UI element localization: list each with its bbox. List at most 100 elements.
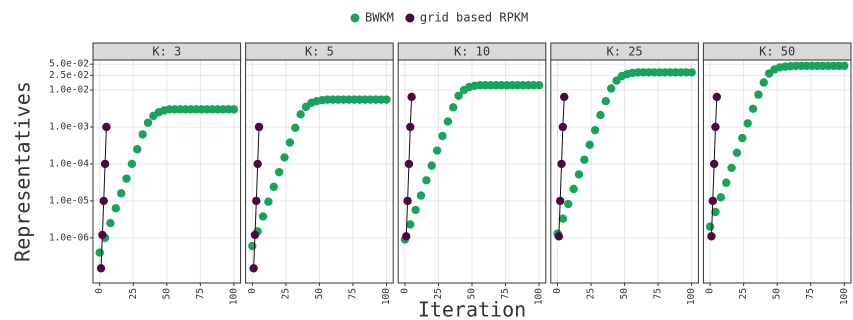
point [569, 184, 578, 194]
point [754, 90, 763, 99]
point [127, 159, 137, 169]
point [558, 122, 568, 132]
x-tick-label: 100 [381, 288, 392, 305]
x-tick-label: 25 [738, 288, 749, 299]
x-tick-label: 50 [772, 288, 783, 300]
point [557, 159, 566, 169]
point [285, 138, 295, 147]
y-tick-label: 1.0e-05 [49, 195, 89, 206]
point [712, 92, 722, 102]
point [252, 196, 261, 206]
point [560, 92, 569, 102]
point [122, 174, 131, 183]
point [280, 153, 289, 162]
point [711, 122, 720, 132]
x-tick-label: 50 [619, 288, 630, 300]
x-tick-label: 100 [534, 288, 545, 305]
point [727, 163, 736, 173]
x-tick-label: 50 [161, 288, 172, 300]
point [248, 241, 257, 251]
x-tick-label: 75 [653, 288, 664, 299]
point [100, 159, 110, 169]
x-tick-label: 0 [705, 288, 716, 294]
point [606, 84, 616, 93]
point [382, 95, 391, 104]
y-tick-label: 1.0e-02 [49, 85, 89, 96]
legend-label: BWKM [365, 11, 394, 25]
point [133, 145, 142, 154]
point [102, 122, 111, 132]
point [705, 222, 715, 231]
x-tick-label: 0 [552, 288, 563, 294]
point [99, 196, 108, 206]
legend-label: grid based RPKM [420, 11, 528, 25]
point [748, 104, 758, 114]
point [250, 230, 260, 240]
x-tick-label: 100 [228, 288, 239, 305]
point [406, 220, 415, 229]
point [840, 61, 849, 71]
x-tick-label: 100 [686, 288, 697, 305]
strip [550, 42, 699, 61]
x-tick-label: 75 [805, 288, 816, 299]
x-tick-label: 50 [314, 288, 325, 300]
y-tick-label: 2.5e-02 [49, 70, 89, 81]
x-tick-label: 25 [433, 288, 444, 299]
point [407, 92, 416, 102]
point [116, 189, 126, 198]
point [432, 146, 442, 155]
point [253, 159, 262, 169]
point [534, 81, 544, 90]
point [406, 122, 415, 132]
point [291, 123, 300, 133]
point [454, 91, 463, 100]
x-tick-label: 25 [280, 288, 291, 299]
point [554, 232, 564, 241]
legend-marker [350, 13, 360, 23]
point [687, 68, 696, 77]
x-tick-label: 25 [128, 288, 139, 299]
strip [245, 42, 394, 61]
point [722, 178, 731, 187]
point [229, 105, 239, 114]
point [258, 212, 268, 221]
point [254, 122, 264, 132]
point [402, 232, 411, 241]
y-axis-label: Representatives [11, 81, 35, 262]
x-tick-label: 75 [195, 288, 206, 299]
point [98, 230, 107, 240]
strip-label: K: 25 [607, 45, 643, 59]
x-tick-label: 75 [500, 288, 511, 299]
point [143, 118, 153, 127]
strip [92, 42, 242, 61]
point [416, 191, 426, 200]
point [264, 197, 273, 206]
point [404, 159, 414, 169]
y-tick-label: 1.0e-06 [49, 232, 89, 243]
x-tick-label: 75 [347, 288, 358, 299]
point [732, 148, 742, 158]
point [580, 155, 589, 164]
point [759, 78, 768, 87]
point [707, 232, 716, 241]
point [716, 193, 726, 202]
point [111, 204, 121, 213]
point [427, 161, 436, 170]
point [422, 176, 431, 185]
point [249, 264, 258, 273]
x-tick-label: 100 [839, 288, 850, 305]
point [411, 205, 420, 215]
point [564, 199, 573, 209]
x-tick-label: 0 [247, 288, 258, 294]
point [138, 130, 147, 139]
point [274, 167, 284, 177]
strip-label: K: 50 [759, 45, 795, 59]
point [555, 196, 565, 206]
point [269, 182, 278, 192]
point [95, 248, 104, 257]
point [743, 119, 752, 128]
point [738, 133, 747, 143]
x-tick-label: 25 [586, 288, 597, 299]
y-tick-label: 5.0e-02 [49, 59, 89, 70]
